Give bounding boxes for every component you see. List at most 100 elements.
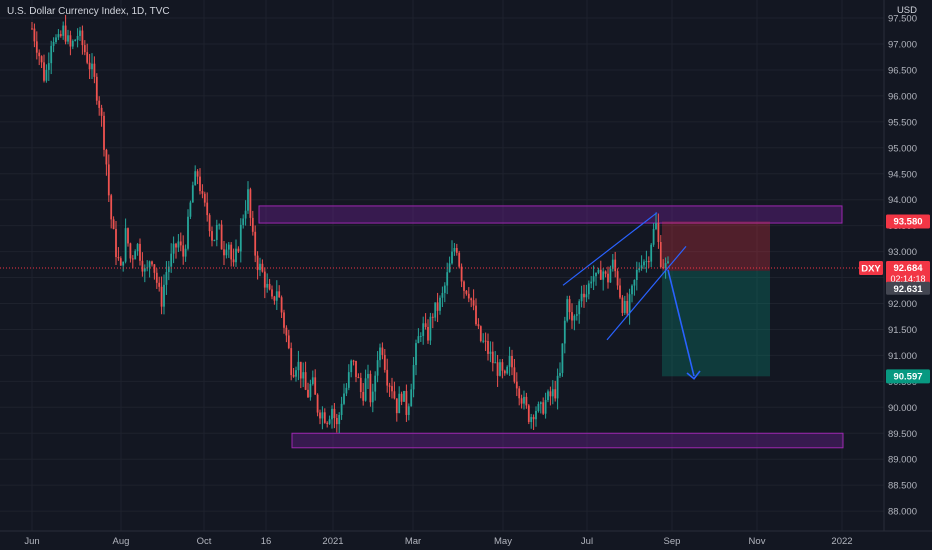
candle-body [446,272,449,286]
candle-body [640,265,643,269]
y-tick-label: 91.500 [888,325,917,336]
candle-body [597,269,600,273]
candle-body [431,316,434,318]
candle-body [326,422,329,424]
candle-body [417,336,420,344]
symbol-tag-text: DXY [861,264,881,275]
trend-drawings[interactable] [562,212,701,380]
candle-body [460,266,463,282]
candle-body [482,340,485,342]
candle-body [477,324,480,327]
candle-body [515,381,518,389]
candle-body [122,261,125,266]
candle-body [664,263,667,268]
y-tick-label: 95.000 [888,143,917,154]
candle-body [487,341,489,354]
candle-body [638,268,641,270]
candle-body [43,62,45,81]
candle-body [501,362,504,371]
candle-body [571,312,573,321]
y-tick-label: 90.000 [888,403,917,414]
candle-body [227,244,230,250]
candle-body [359,377,362,392]
candle-body [338,414,341,425]
candle-body [206,202,209,216]
candle-body [242,218,245,225]
wedge-lower-line [606,246,687,341]
candle-body [511,355,513,368]
candle-body [496,362,499,376]
candle-body [592,276,595,282]
y-tick-label: 88.000 [888,507,917,518]
short-position-tool[interactable] [662,221,770,377]
price-axis: 97.500 97.000 96.500 96.000 95.500 95.000 94.5… [883,0,917,531]
candle-body [167,266,170,273]
candle-body [297,361,300,371]
symbol-tag: DXY [859,261,883,276]
candle-body [182,245,185,257]
y-tick-label: 96.500 [888,65,917,76]
candle-body [254,231,257,256]
candle-body [55,37,57,43]
candle-body [333,408,336,418]
candle-body [158,282,161,287]
candle-body [412,365,415,390]
entry-price-tag-text: 92.631 [893,284,923,295]
candle-body [179,241,182,246]
candle-body [350,360,353,373]
candle-body [489,351,492,354]
candle-body [95,76,98,101]
supply-demand-zones[interactable] [258,205,844,449]
symbol-tag-bg [859,261,883,276]
candle-body [235,248,237,263]
zone-support [291,432,844,449]
candle-body [319,412,321,419]
candle-body [568,299,571,313]
candle-body [544,400,547,414]
currency-label: USD [897,5,917,16]
candle-body [424,323,427,327]
candle-body [439,297,441,311]
candle-body [537,404,540,411]
candle-body [619,285,621,298]
candle-body [273,296,276,301]
candle-body [659,241,662,268]
candle-body [633,279,636,286]
candle-body [184,248,187,257]
candle-body [436,302,439,311]
candle-body [393,391,396,399]
candle-body [98,100,101,108]
candle-body [453,248,456,252]
candle-body [655,223,657,230]
candle-body [532,417,535,420]
candle-body [86,52,89,63]
candle-body [64,25,67,42]
candle-body [115,229,117,258]
candle-body [143,268,146,272]
current-price-tag-text: 92.684 [893,263,923,274]
x-tick-label: 2022 [831,536,852,547]
candle-body [381,347,384,355]
candle-body [465,290,468,294]
candle-body [645,261,648,263]
candle-body [88,62,91,70]
chart-title: U.S. Dollar Currency Index, 1D, TVC [7,6,170,17]
y-tick-label: 88.500 [888,481,917,492]
candle-body [103,115,105,150]
candle-body [59,34,62,36]
y-tick-label: 94.500 [888,169,917,180]
candle-body [525,396,528,406]
candle-body [422,323,425,336]
candle-body [614,259,617,272]
candle-body [148,261,151,268]
candle-body [268,283,271,290]
candle-body [371,391,374,403]
candle-body [419,335,422,337]
candle-body [400,393,403,402]
candle-body [331,408,333,420]
candle-body [328,419,331,424]
y-tick-label: 97.000 [888,40,917,51]
candle-body [283,312,285,328]
